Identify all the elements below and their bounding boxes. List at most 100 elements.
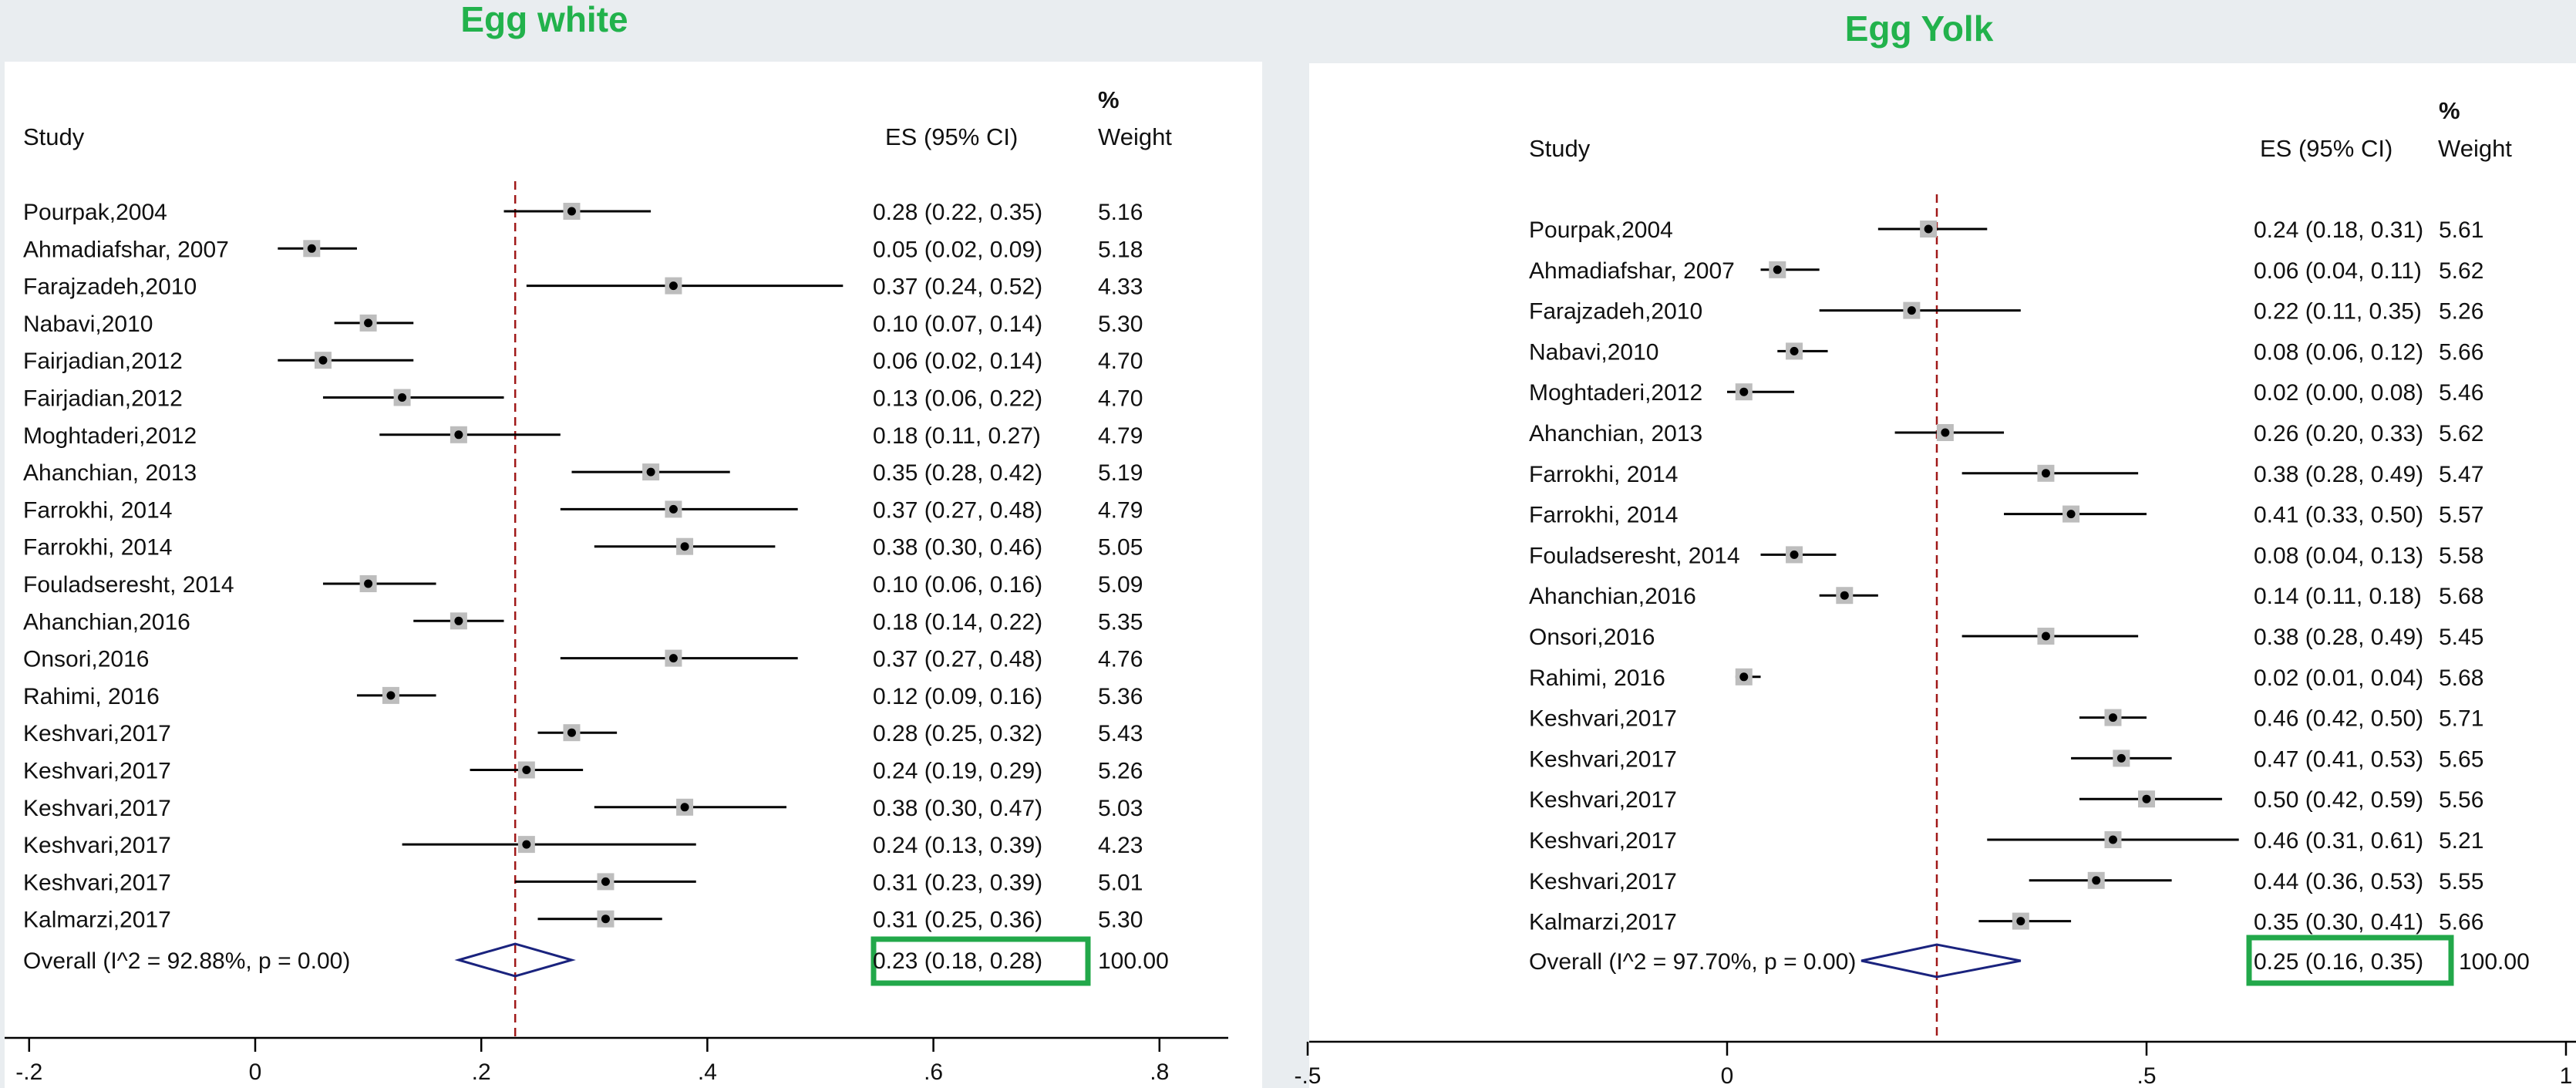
weight-value: 4.70 <box>1098 386 1143 412</box>
overall-diamond <box>454 942 576 978</box>
overall-label: Overall (I^2 = 92.88%, p = 0.00) <box>23 948 350 974</box>
weight-value: 5.68 <box>2439 665 2483 691</box>
x-tick-label: .2 <box>472 1059 491 1085</box>
study-label: Keshvari,2017 <box>23 759 171 784</box>
study-label: Nabavi,2010 <box>23 312 153 337</box>
es-value: 0.14 (0.11, 0.18) <box>2254 584 2422 609</box>
point-estimate <box>2041 469 2050 478</box>
study-row: Keshvari,2017 0.31 (0.23, 0.39) 5.01 <box>23 870 1143 895</box>
study-row: Moghtaderi,2012 0.18 (0.11, 0.27) 4.79 <box>23 423 1143 449</box>
es-value: 0.02 (0.01, 0.04) <box>2254 665 2423 691</box>
point-estimate <box>2092 876 2101 885</box>
study-label: Ahanchian, 2013 <box>23 460 197 486</box>
study-label: Farajzadeh,2010 <box>23 275 197 300</box>
study-rows: Pourpak,2004 0.24 (0.18, 0.31) 5.61 Ahmadia… <box>1529 194 2483 1042</box>
es-value: 0.05 (0.02, 0.09) <box>873 237 1042 262</box>
point-estimate <box>2116 753 2126 763</box>
weight-value: 5.46 <box>2439 380 2483 406</box>
study-row: Fouladseresht, 2014 0.08 (0.04, 0.13) 5.58 <box>1529 543 2483 568</box>
weight-value: 4.23 <box>1098 833 1143 858</box>
weight-value: 5.43 <box>1098 721 1143 746</box>
point-estimate <box>601 877 610 886</box>
study-label: Farrokhi, 2014 <box>23 535 172 561</box>
es-value: 0.37 (0.24, 0.52) <box>873 275 1042 300</box>
study-row: Farajzadeh,2010 0.37 (0.24, 0.52) 4.33 <box>23 275 1143 300</box>
point-estimate <box>522 840 531 849</box>
weight-value: 5.66 <box>2439 339 2483 365</box>
point-estimate <box>567 728 576 737</box>
study-label: Keshvari,2017 <box>23 870 171 895</box>
x-axis: -.5 0 .5 1 <box>1294 1040 2576 1088</box>
es-value: 0.50 (0.42, 0.59) <box>2254 787 2423 813</box>
study-label: Farrokhi, 2014 <box>23 497 172 523</box>
weight-value: 5.56 <box>2439 787 2483 813</box>
study-label: Ahanchian, 2013 <box>1529 421 1702 446</box>
x-tick-label: .5 <box>2137 1063 2156 1088</box>
overall-row: Overall (I^2 = 97.70%, p = 0.00) 0.25 (0.… <box>1529 935 2530 986</box>
study-column-header: Study <box>1529 135 1591 162</box>
es-value: 0.31 (0.23, 0.39) <box>873 870 1042 895</box>
point-estimate <box>680 542 689 551</box>
point-estimate <box>2142 794 2151 803</box>
overall-es-value: 0.23 (0.18, 0.28) <box>873 948 1042 974</box>
es-value: 0.41 (0.33, 0.50) <box>2254 503 2423 528</box>
weight-column-header: Weight <box>1098 123 1172 150</box>
study-label: Farrokhi, 2014 <box>1529 503 1678 528</box>
es-value: 0.35 (0.28, 0.42) <box>873 460 1042 486</box>
es-value: 0.37 (0.27, 0.48) <box>873 647 1042 672</box>
weight-value: 5.55 <box>2439 869 2483 894</box>
study-label: Keshvari,2017 <box>1529 706 1677 732</box>
point-estimate <box>1924 224 1933 234</box>
point-estimate <box>668 654 678 663</box>
es-value: 0.12 (0.09, 0.16) <box>873 684 1042 709</box>
study-label: Moghtaderi,2012 <box>23 423 197 449</box>
study-label: Fouladseresht, 2014 <box>1529 543 1740 568</box>
weight-value: 5.09 <box>1098 572 1143 598</box>
study-label: Keshvari,2017 <box>1529 787 1677 813</box>
study-row: Onsori,2016 0.38 (0.28, 0.49) 5.45 <box>1529 625 2483 650</box>
overall-weight-value: 100.00 <box>1098 948 1169 974</box>
point-estimate <box>2016 917 2025 926</box>
x-tick-label: -.2 <box>15 1059 42 1085</box>
left-panel-background <box>5 62 1262 1088</box>
study-label: Onsori,2016 <box>1529 625 1655 650</box>
weight-value: 5.26 <box>1098 759 1143 784</box>
highlight-box <box>2246 935 2454 986</box>
weight-value: 5.05 <box>1098 535 1143 561</box>
weight-value: 5.58 <box>2439 543 2483 568</box>
es-value: 0.06 (0.02, 0.14) <box>873 349 1042 374</box>
study-rows: Pourpak,2004 0.28 (0.22, 0.35) 5.16 Ahmadia… <box>23 181 1143 1038</box>
weight-value: 5.01 <box>1098 870 1143 895</box>
study-row: Farrokhi, 2014 0.38 (0.28, 0.49) 5.47 <box>1529 462 2483 487</box>
study-label: Ahmadiafshar, 2007 <box>1529 258 1735 284</box>
point-estimate <box>1840 591 1849 600</box>
egg-white-panel: Egg white Study ES (95% CI) % Weight Pou… <box>5 0 1228 1085</box>
study-label: Keshvari,2017 <box>23 796 171 821</box>
study-label: Pourpak,2004 <box>1529 217 1673 243</box>
study-row: Keshvari,2017 0.50 (0.42, 0.59) 5.56 <box>1529 787 2483 813</box>
x-axis: -.2 0 .2 .4 .6 .8 <box>5 1036 1228 1085</box>
x-tick-label: .4 <box>698 1059 717 1085</box>
study-label: Kalmarzi,2017 <box>1529 910 1677 935</box>
study-label: Keshvari,2017 <box>23 833 171 858</box>
study-label: Pourpak,2004 <box>23 200 167 225</box>
es-value: 0.35 (0.30, 0.41) <box>2254 910 2423 935</box>
es-value: 0.28 (0.25, 0.32) <box>873 721 1042 746</box>
es-value: 0.24 (0.19, 0.29) <box>873 759 1042 784</box>
study-label: Rahimi, 2016 <box>23 684 160 709</box>
es-value: 0.02 (0.00, 0.08) <box>2254 380 2423 406</box>
study-row: Keshvari,2017 0.47 (0.41, 0.53) 5.65 <box>1529 746 2483 772</box>
weight-value: 5.18 <box>1098 237 1143 262</box>
weight-value: 4.33 <box>1098 275 1143 300</box>
point-estimate <box>318 355 328 365</box>
study-row: Rahimi, 2016 0.12 (0.09, 0.16) 5.36 <box>23 684 1143 709</box>
study-label: Farajzadeh,2010 <box>1529 299 1702 325</box>
weight-value: 5.68 <box>2439 584 2483 609</box>
es-value: 0.38 (0.28, 0.49) <box>2254 625 2423 650</box>
point-estimate <box>307 244 316 253</box>
es-value: 0.08 (0.04, 0.13) <box>2254 543 2423 568</box>
es-value: 0.38 (0.30, 0.47) <box>873 796 1042 821</box>
point-estimate <box>646 467 655 477</box>
study-row: Kalmarzi,2017 0.35 (0.30, 0.41) 5.66 <box>1529 910 2483 935</box>
weight-value: 5.19 <box>1098 460 1143 486</box>
